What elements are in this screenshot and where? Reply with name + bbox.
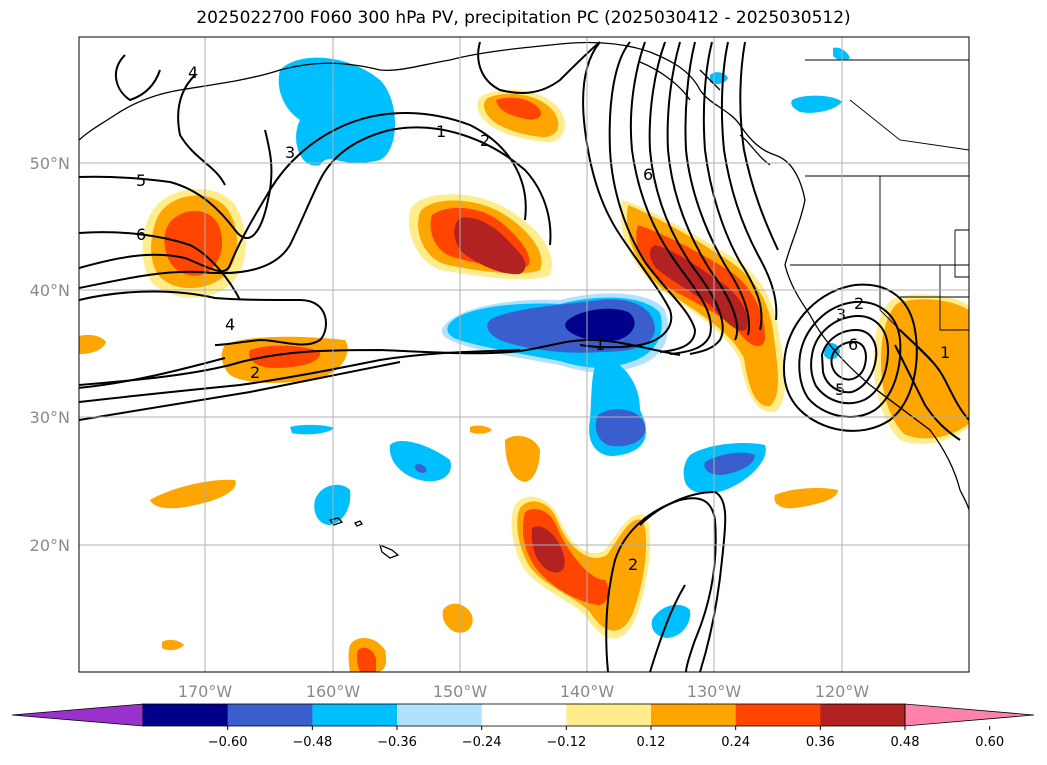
colorbar-tick-label: 0.60: [975, 735, 1004, 750]
lat-label-30n: 30°N: [30, 408, 70, 427]
colorbar-swatch: [397, 704, 483, 726]
colorbar-extend-min: [11, 703, 144, 727]
contour-label: 2: [628, 555, 638, 574]
contour-label: 3: [285, 143, 295, 162]
contour-label: 1: [595, 335, 605, 354]
colorbar-frame: [142, 703, 906, 727]
colorbar: −0.60 −0.48 −0.36 −0.24 −0.12 0.12 0.24 0.36 0.4…: [11, 703, 1035, 750]
contour-label: 6: [848, 335, 858, 354]
colorbar-tick-label: −0.36: [377, 735, 417, 750]
colorbar-swatch: [312, 704, 398, 726]
lat-label-20n: 20°N: [30, 536, 70, 555]
colorbar-swatch: [143, 704, 229, 726]
colorbar-tick-label: 0.36: [806, 735, 835, 750]
pv-contour-labels: 1 2 3 4 5 6 1 2 3 5 6 2 4 2 1 6: [136, 63, 950, 574]
contour-label: 2: [480, 131, 490, 150]
lon-label-120w: 120°W: [815, 682, 870, 701]
colorbar-swatch: [820, 704, 906, 726]
contour-label: 2: [854, 294, 864, 313]
contour-label: 6: [643, 165, 653, 184]
contour-label: 4: [225, 315, 235, 334]
contour-label: 6: [136, 225, 146, 244]
colorbar-swatch: [227, 704, 313, 726]
contour-label: 1: [436, 122, 446, 141]
pv-contours: [79, 41, 969, 672]
map-frame: [78, 36, 970, 673]
lon-label-160w: 160°W: [306, 682, 361, 701]
map-title: 2025022700 F060 300 hPa PV, precipitatio…: [196, 8, 851, 28]
colorbar-tick-label: 0.12: [637, 735, 666, 750]
colorbar-tick-label: 0.24: [721, 735, 750, 750]
lon-label-170w: 170°W: [178, 682, 233, 701]
colorbar-tick-label: −0.60: [208, 735, 248, 750]
colorbar-swatch: [481, 704, 567, 726]
lat-label-50n: 50°N: [30, 154, 70, 173]
blue-gulf-alaska: [278, 57, 395, 166]
lat-axis: 50°N 40°N 30°N 20°N: [30, 154, 70, 555]
lat-label-40n: 40°N: [30, 281, 70, 300]
contour-label: 5: [136, 171, 146, 190]
colorbar-tick-label: −0.12: [546, 735, 586, 750]
colorbar-swatch: [735, 704, 821, 726]
contour-label: 3: [836, 305, 846, 324]
contour-label: 4: [188, 63, 198, 82]
lon-label-140w: 140°W: [560, 682, 615, 701]
lon-axis: 170°W 160°W 150°W 140°W 130°W 120°W: [178, 682, 870, 701]
colorbar-extend-max: [904, 703, 1035, 727]
colorbar-tick-label: −0.24: [462, 735, 502, 750]
precip-shading: [79, 47, 969, 672]
colorbar-tick-label: 0.48: [891, 735, 920, 750]
state-borders: [790, 59, 969, 371]
lon-label-130w: 130°W: [687, 682, 742, 701]
map-area: 1 2 3 4 5 6 1 2 3 5 6 2 4 2 1 6: [79, 37, 969, 672]
lon-label-150w: 150°W: [433, 682, 488, 701]
colorbar-tick-label: −0.48: [292, 735, 332, 750]
contour-label: 5: [835, 380, 845, 399]
graticule: [79, 37, 969, 672]
colorbar-swatch: [566, 704, 652, 726]
contour-label: 2: [250, 363, 260, 382]
contour-label: 1: [940, 343, 950, 362]
colorbar-swatch: [651, 704, 737, 726]
